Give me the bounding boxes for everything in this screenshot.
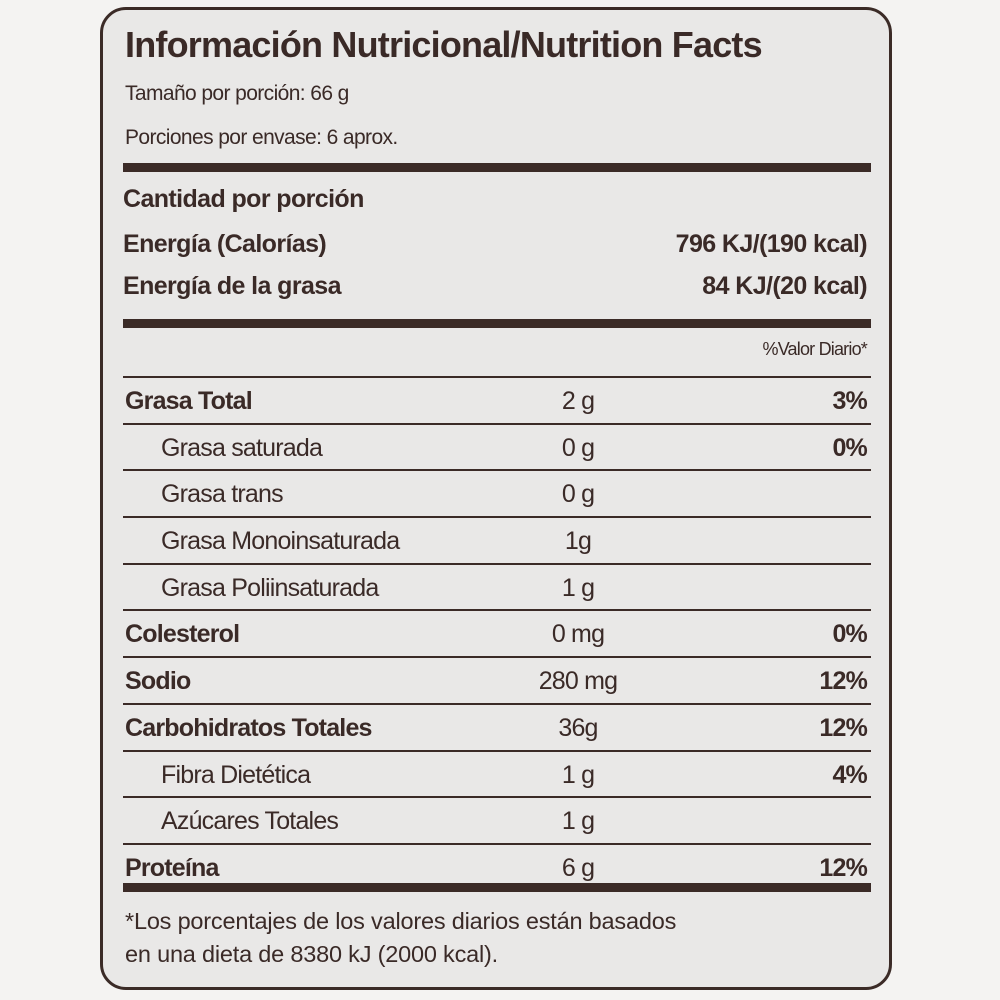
footnote: *Los porcentajes de los valores diarios … [125, 905, 871, 971]
servings-per-container: Porciones por envase: 6 aprox. [125, 126, 398, 149]
nutrient-row: Grasa Poliinsaturada 1 g [123, 562, 871, 610]
energy-fat-value: 84 KJ/(20 kcal) [702, 272, 867, 300]
nutrient-amount: 36g [558, 713, 598, 742]
energy-row: Energía (Calorías) 796 KJ/(190 kcal) [123, 230, 868, 259]
nutrient-table: Grasa Total 2 g 3% Grasa saturada 0 g 0% Gra… [123, 376, 871, 890]
nutrient-row: Azúcares Totales 1 g [123, 796, 871, 843]
nutrient-row: Sodio 280 mg 12% [123, 656, 871, 703]
energy-label: Energía (Calorías) [123, 230, 327, 258]
nutrient-name: Fibra Dietética [161, 760, 311, 789]
nutrient-row: Proteína 6 g 12% [123, 842, 871, 890]
nutrient-name: Azúcares Totales [161, 807, 339, 836]
footnote-line: en una dieta de 8380 kJ (2000 kcal). [125, 941, 498, 967]
nutrient-row: Grasa saturada 0 g 0% [123, 422, 871, 470]
nutrient-row: Fibra Dietética 1 g 4% [123, 749, 871, 797]
nutrient-name: Grasa saturada [161, 433, 323, 462]
energy-fat-row: Energía de la grasa 84 KJ/(20 kcal) [123, 272, 868, 301]
label-title: Información Nutricional/Nutrition Facts [125, 24, 763, 65]
nutrient-name: Grasa Total [125, 387, 253, 415]
nutrient-dv: 0% [832, 433, 867, 462]
serving-size: Tamaño por porción: 66 g [125, 82, 349, 105]
nutrient-dv: 0% [832, 620, 867, 649]
nutrient-name: Carbohidratos Totales [125, 713, 372, 742]
nutrient-amount: 1 g [561, 760, 595, 789]
nutrient-amount: 6 g [561, 853, 595, 882]
nutrient-row: Colesterol 0 mg 0% [123, 609, 871, 656]
nutrient-dv: 12% [819, 853, 867, 882]
nutrient-dv: 3% [832, 387, 867, 415]
divider-thick [123, 883, 871, 892]
daily-value-header: %Valor Diario* [762, 339, 867, 359]
nutrient-row: Grasa Monoinsaturada 1g [123, 516, 871, 563]
nutrient-dv: 4% [832, 760, 867, 789]
amount-per-serving: Cantidad por porción [123, 185, 867, 214]
nutrition-label: Información Nutricional/Nutrition Facts … [100, 7, 892, 990]
nutrient-name: Sodio [125, 667, 191, 696]
nutrient-amount: 1g [564, 527, 592, 556]
amount-per-serving-label: Cantidad por porción [123, 185, 364, 213]
nutrient-amount: 280 mg [538, 667, 618, 696]
nutrient-name: Colesterol [125, 620, 240, 649]
nutrient-row: Grasa trans 0 g [123, 469, 871, 516]
energy-fat-label: Energía de la grasa [123, 272, 341, 300]
nutrient-amount: 1 g [561, 573, 595, 602]
divider-thick [123, 319, 871, 328]
nutrient-amount: 0 g [561, 480, 595, 509]
nutrient-name: Grasa Poliinsaturada [161, 573, 379, 602]
nutrient-amount: 1 g [561, 807, 595, 836]
nutrient-row: Carbohidratos Totales 36g 12% [123, 702, 871, 750]
nutrient-dv: 12% [819, 667, 867, 696]
nutrient-name: Proteína [125, 853, 219, 882]
footnote-line: *Los porcentajes de los valores diarios … [125, 908, 677, 934]
divider-thick [123, 163, 871, 172]
energy-value: 796 KJ/(190 kcal) [675, 230, 868, 258]
nutrient-name: Grasa Monoinsaturada [161, 527, 400, 556]
nutrient-amount: 2 g [561, 387, 595, 415]
nutrient-amount: 0 g [561, 433, 595, 462]
nutrient-amount: 0 mg [551, 620, 605, 649]
nutrient-row: Grasa Total 2 g 3% [123, 376, 871, 423]
nutrient-name: Grasa trans [161, 480, 284, 509]
nutrient-dv: 12% [819, 713, 867, 742]
